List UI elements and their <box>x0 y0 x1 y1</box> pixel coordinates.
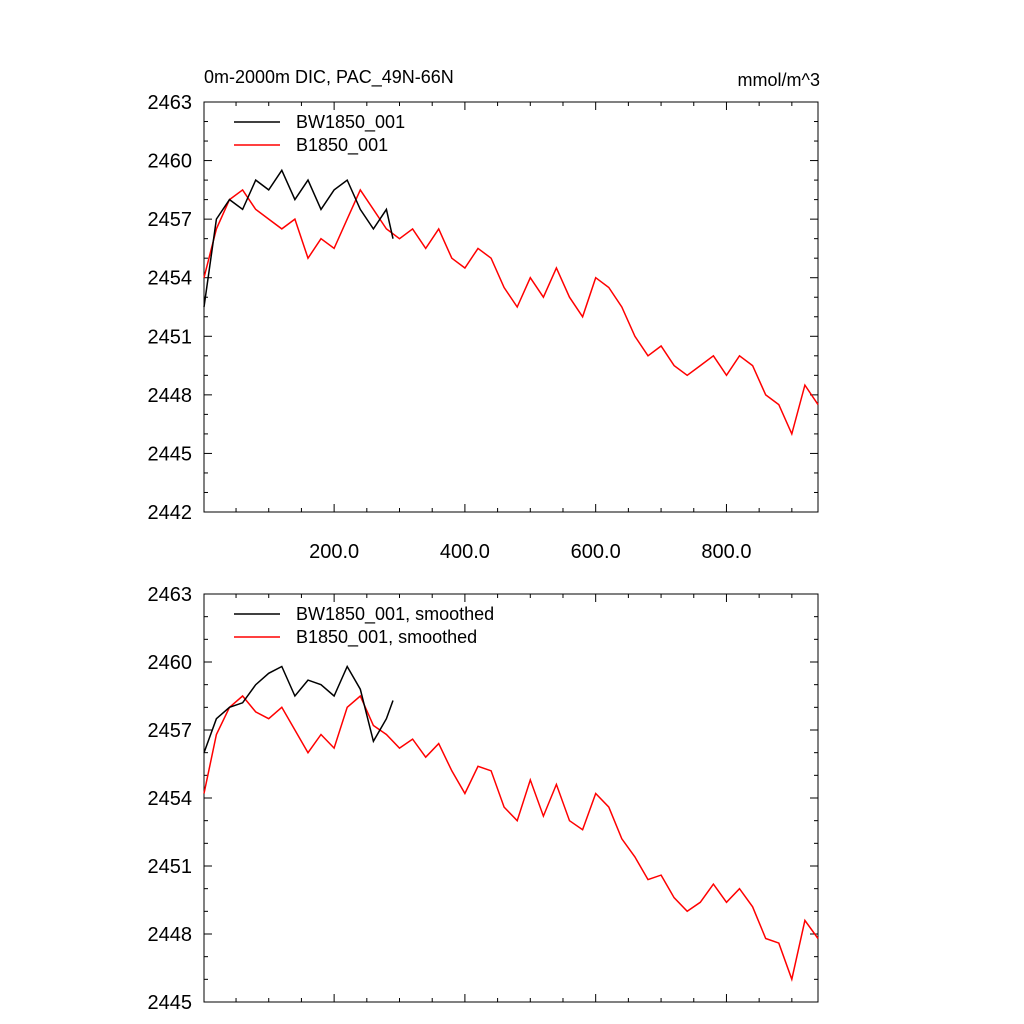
legend-label: BW1850_001, smoothed <box>296 604 494 625</box>
series-layer <box>203 664 819 982</box>
plot-frame <box>203 101 819 513</box>
y-tick-label: 2457 <box>148 209 193 231</box>
y-tick-label: 2463 <box>148 584 193 606</box>
plot-frame <box>203 593 819 1003</box>
y-tick-label: 2445 <box>148 992 193 1014</box>
series-layer <box>203 168 819 437</box>
legend-label: B1850_001 <box>296 135 388 156</box>
chart-title: 0m-2000m DIC, PAC_49N-66N <box>204 67 454 88</box>
y-tick-label: 2463 <box>148 92 193 114</box>
legend-label: BW1850_001 <box>296 112 405 133</box>
y-tick-label: 2448 <box>148 924 193 946</box>
y-tick-label: 2442 <box>148 502 193 524</box>
y-tick-label: 2460 <box>148 151 193 173</box>
y-tick-label: 2445 <box>148 443 193 465</box>
y-tick-label: 2454 <box>148 268 193 290</box>
y-tick-label: 2448 <box>148 385 193 407</box>
x-tick-label: 200.0 <box>309 541 359 563</box>
y-tick-label: 2457 <box>148 720 193 742</box>
bottom-panel: 2445 2448 2451 2454 2457 2460 2463 BW1850_001,… <box>148 584 819 1014</box>
x-tick-label: 800.0 <box>701 541 751 563</box>
y-tick-label: 2451 <box>148 856 193 878</box>
y-tick-label: 2460 <box>148 652 193 674</box>
y-tick-label: 2451 <box>148 326 193 348</box>
units-label: mmol/m^3 <box>738 70 820 90</box>
top-panel: 0m-2000m DIC, PAC_49N-66N mmol/m^3 24422… <box>148 67 821 563</box>
x-tick-label: 600.0 <box>571 541 621 563</box>
tick-layer: 2445 2448 2451 2454 2457 2460 2463 <box>148 584 818 1014</box>
y-tick-label: 2454 <box>148 788 193 810</box>
series-line-bw1850-001-smoothed <box>203 664 394 753</box>
series-line-b1850-001 <box>203 188 819 437</box>
tick-layer: 2442 2445 2448 2451 2454 2457 2460 2463 200.0 400… <box>148 92 818 563</box>
x-tick-label: 400.0 <box>440 541 490 563</box>
series-line-bw1850-001 <box>203 168 394 308</box>
series-line-b1850-001-smoothed <box>203 694 819 982</box>
legend-label: B1850_001, smoothed <box>296 627 477 648</box>
